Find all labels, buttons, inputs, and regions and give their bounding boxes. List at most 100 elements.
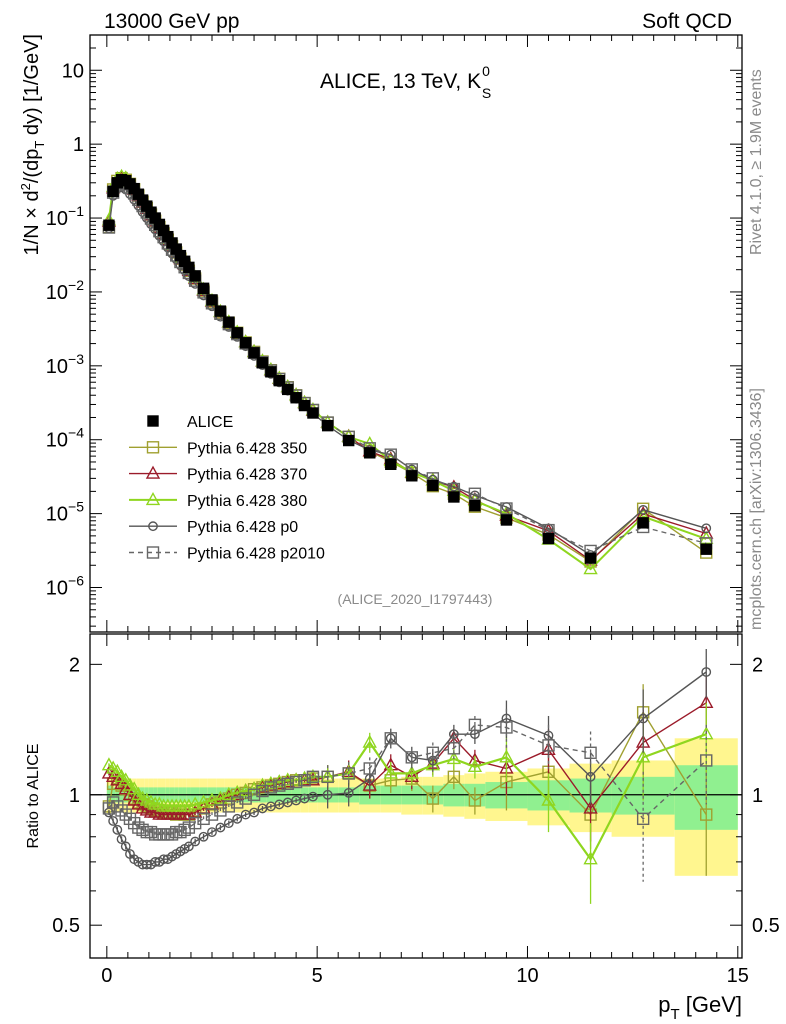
ratio-point-p2010 [178, 823, 191, 837]
main-point-alice [290, 392, 302, 404]
ratio-point-p380 [126, 781, 142, 795]
legend-item-p380: Pythia 6.428 380 [129, 491, 307, 510]
ratio-point-p2010 [342, 767, 355, 780]
y-tick-label: 10−6 [46, 573, 84, 600]
ratio-point-p2010 [700, 754, 713, 767]
main-point-p2010 [468, 487, 482, 500]
legend-label-p350: Pythia 6.428 350 [187, 440, 307, 457]
ratio-point-p2010 [426, 746, 440, 759]
main-point-alice [584, 552, 597, 564]
ratio-point-p0 [308, 791, 318, 802]
ratio-point-p380 [583, 851, 598, 865]
legend-label-p2010: Pythia 6.428 p2010 [187, 546, 325, 563]
main-frame [89, 34, 743, 633]
ratio-point-p380 [635, 749, 651, 763]
y-tick-label: 10 [62, 60, 84, 82]
ratio-point-p380 [541, 792, 556, 806]
ratio-point-p380 [404, 765, 419, 779]
ratio-y-tick-label-right: 0.5 [752, 915, 780, 937]
ratio-point-p370 [583, 800, 598, 814]
ratio-point-p2010 [584, 746, 597, 759]
y-axis-label: 1/N × d2/(dpT dy) [1/GeV] [18, 34, 47, 255]
ratio-point-p0 [638, 713, 649, 724]
ratio-series-p2010 [102, 708, 713, 882]
main-point-alice [256, 357, 269, 369]
legend-label-p0: Pythia 6.428 p0 [187, 519, 298, 536]
ratio-point-p0 [190, 836, 201, 847]
ratio-point-p2010 [542, 739, 555, 752]
ratio-point-p2010 [405, 751, 418, 764]
ratio-point-p2010 [264, 781, 278, 794]
main-point-alice [406, 470, 418, 482]
ratio-point-p380 [196, 794, 211, 808]
ratio-point-p2010 [111, 800, 124, 813]
ratio-point-p0 [183, 841, 194, 852]
ratio-point-p2010 [174, 825, 187, 839]
ratio-y-axis-label: Ratio to ALICE [25, 744, 42, 849]
main-panel: 10 1 10−1 10−2 10−3 10−4 10−5 10−6 1/N × d2/(dpT… [18, 34, 743, 633]
legend-item-p370: Pythia 6.428 370 [129, 465, 307, 484]
ratio-point-p2010 [447, 742, 461, 755]
main-point-alice [206, 294, 218, 306]
ratio-point-p2010 [205, 808, 219, 821]
ratio-point-p0 [207, 827, 217, 838]
main-point-alice [427, 479, 439, 492]
ratio-panel: 0.5 0.5 1 1 2 2 0 5 10 15 Ratio to ALICE pT [GeV] [25, 633, 780, 1023]
y-tick-label: 10−2 [46, 277, 84, 304]
ratio-point-p2010 [363, 762, 376, 775]
analysis-watermark: (ALICE_2020_I1797443) [338, 591, 493, 607]
ratio-point-p350 [468, 794, 482, 807]
main-point-alice [469, 499, 481, 512]
y-tick-label: 10−1 [46, 203, 84, 230]
x-axis-label: pT [GeV] [658, 992, 742, 1023]
ratio-y-tick-label: 2 [69, 654, 80, 676]
ratio-point-p2010 [197, 812, 210, 826]
ratio-point-p0 [322, 789, 333, 800]
legend-item-p2010: Pythia 6.428 p2010 [129, 546, 325, 563]
main-point-alice [637, 517, 649, 529]
ratio-point-p2010 [256, 784, 269, 798]
ratio-point-p0 [108, 816, 119, 826]
ratio-point-p2010 [182, 821, 196, 834]
ratio-point-p380 [467, 758, 483, 773]
ratio-point-p380 [383, 765, 398, 779]
ratio-point-p380 [499, 749, 514, 763]
legend-item-alice: ALICE [147, 414, 233, 431]
ratio-point-p2010 [281, 777, 294, 791]
legend-label-p370: Pythia 6.428 370 [187, 467, 307, 484]
legend-marker-p350 [146, 441, 160, 454]
main-point-alice [189, 270, 201, 282]
ratio-y-tick-label-right: 2 [752, 654, 763, 676]
ratio-point-p2010 [222, 800, 236, 813]
ratio-point-p370 [118, 781, 133, 795]
main-point-alice [342, 434, 355, 447]
main-point-alice [103, 219, 115, 231]
main-point-alice [321, 419, 334, 432]
main-point-alice [385, 458, 397, 470]
main-point-alice [298, 399, 311, 412]
side-label-mcplots: mcplots.cern.ch [arXiv:1306.3436] [748, 388, 765, 630]
ratio-point-p2010 [231, 796, 244, 809]
legend-item-p350: Pythia 6.428 350 [129, 440, 307, 457]
ratio-point-p2010 [106, 796, 120, 809]
main-point-p0 [701, 523, 712, 534]
ratio-point-p2010 [136, 823, 149, 837]
ratio-point-p0 [150, 856, 161, 867]
legend-marker-alice [147, 415, 159, 427]
ratio-point-p0 [215, 822, 226, 833]
legend-marker-p0 [148, 521, 158, 532]
ratio-point-p380 [446, 750, 462, 765]
ratio-point-p2010 [119, 808, 132, 821]
ratio-frame [89, 633, 743, 959]
ratio-series-p0 [104, 648, 712, 870]
ratio-point-p380 [187, 796, 203, 810]
ratio-point-p2010 [384, 732, 397, 745]
x-tick-label: 15 [727, 965, 749, 987]
main-point-alice [231, 327, 243, 339]
ratio-point-p2010 [132, 821, 145, 834]
ratio-point-p370 [181, 806, 197, 820]
main-line-p380 [107, 175, 707, 571]
main-point-alice [223, 316, 235, 328]
ratio-point-p380 [320, 768, 335, 783]
